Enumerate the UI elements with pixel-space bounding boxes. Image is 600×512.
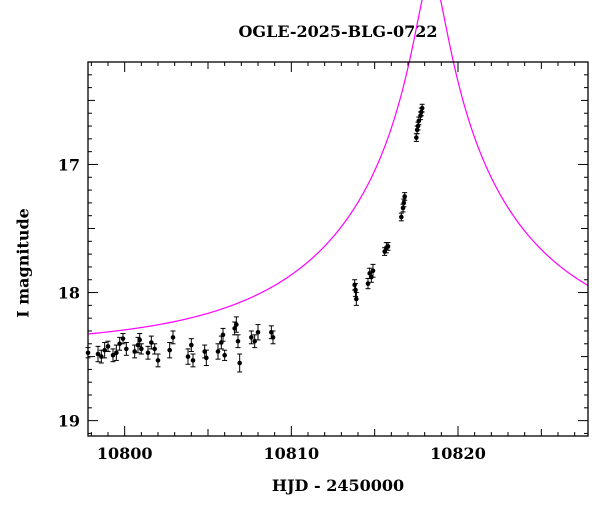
data-point [252,338,257,344]
data-point [145,350,151,356]
data-point [416,118,422,124]
data-point [120,336,126,341]
x-tick-label: 10810 [263,444,319,463]
axis-ticks [88,61,588,436]
data-point [385,244,391,249]
data-point [369,274,374,280]
data-point [414,135,419,140]
data-point [419,105,425,111]
data-point [137,337,142,343]
data-point [237,360,242,366]
data-point [219,340,224,345]
data-point [215,349,221,354]
error-bars [85,103,425,373]
data-point [170,335,176,340]
data-point [189,342,194,348]
data-point [269,329,274,335]
data-point [399,214,404,220]
data-point [139,346,144,352]
data-point [414,127,420,133]
data-point [354,296,359,302]
data-point [124,346,129,352]
data-point [235,338,241,344]
y-tick-label: 17 [58,155,80,174]
y-tick-label: 18 [58,284,80,303]
data-point [117,341,122,347]
data-point [167,347,172,353]
chart-title: OGLE-2025-BLG-0722 [238,22,438,41]
data-point [102,347,107,353]
data-point [353,287,358,293]
data-point [232,326,237,331]
data-point [220,332,226,338]
data-point [114,350,119,356]
data-point [190,358,196,363]
y-tick-label: 19 [58,412,80,431]
data-point [149,340,154,345]
data-point [222,353,227,358]
data-point [135,342,141,348]
data-point [270,335,276,340]
data-point [365,281,371,286]
plot-frame [87,61,589,437]
x-tick-label: 10820 [430,444,486,463]
axis-tick-labels: 10800 10810 10820 17 18 19 [58,155,486,463]
x-tick-label: 10800 [97,444,153,463]
data-point [415,123,421,129]
data-point [204,355,209,361]
data-point [401,200,407,206]
data-point [370,268,376,274]
data-point [352,282,357,288]
data-point [255,329,261,335]
data-point [382,249,387,254]
data-point [419,109,424,115]
data-point [249,335,254,340]
data-point [132,349,137,354]
data-point [234,322,239,327]
data-point [110,353,116,358]
data-point [202,349,207,354]
data-point [95,351,101,357]
data-point [185,354,191,359]
x-axis-label: HJD - 2450000 [271,476,405,495]
data-points [85,105,425,366]
data-point [152,346,157,352]
data-point [367,271,372,276]
data-point [402,194,407,199]
data-point [418,113,423,119]
data-point [155,358,161,363]
data-point [99,354,104,359]
data-point [105,344,111,349]
data-point [400,205,406,211]
model-curve [87,0,589,335]
